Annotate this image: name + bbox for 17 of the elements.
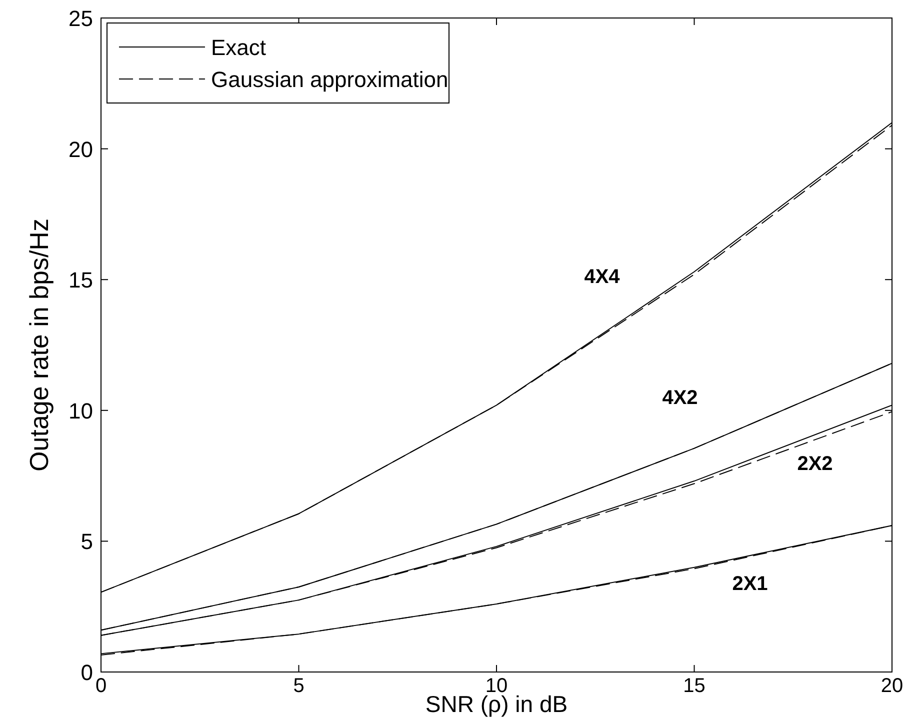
x-tick-label: 0 xyxy=(95,675,107,697)
legend-label: Gaussian approximation xyxy=(211,67,448,92)
annotation: 4X2 xyxy=(662,387,698,409)
annotation: 4X4 xyxy=(584,266,621,288)
x-axis-title: SNR (ρ) in dB xyxy=(425,691,568,717)
y-tick-label: 10 xyxy=(68,398,93,424)
annotation: 2X1 xyxy=(732,573,768,595)
x-tick-label: 15 xyxy=(683,675,706,697)
y-tick-label: 15 xyxy=(68,268,93,293)
x-tick-label: 5 xyxy=(293,675,304,697)
legend-label: Exact xyxy=(211,35,266,60)
annotation: 2X2 xyxy=(797,453,833,475)
y-axis-title: Outage rate in bps/Hz xyxy=(24,218,54,472)
y-tick-label: 25 xyxy=(68,6,93,31)
y-tick-label: 5 xyxy=(80,529,93,554)
x-tick-label: 20 xyxy=(880,675,904,697)
y-tick-label: 20 xyxy=(68,136,93,162)
